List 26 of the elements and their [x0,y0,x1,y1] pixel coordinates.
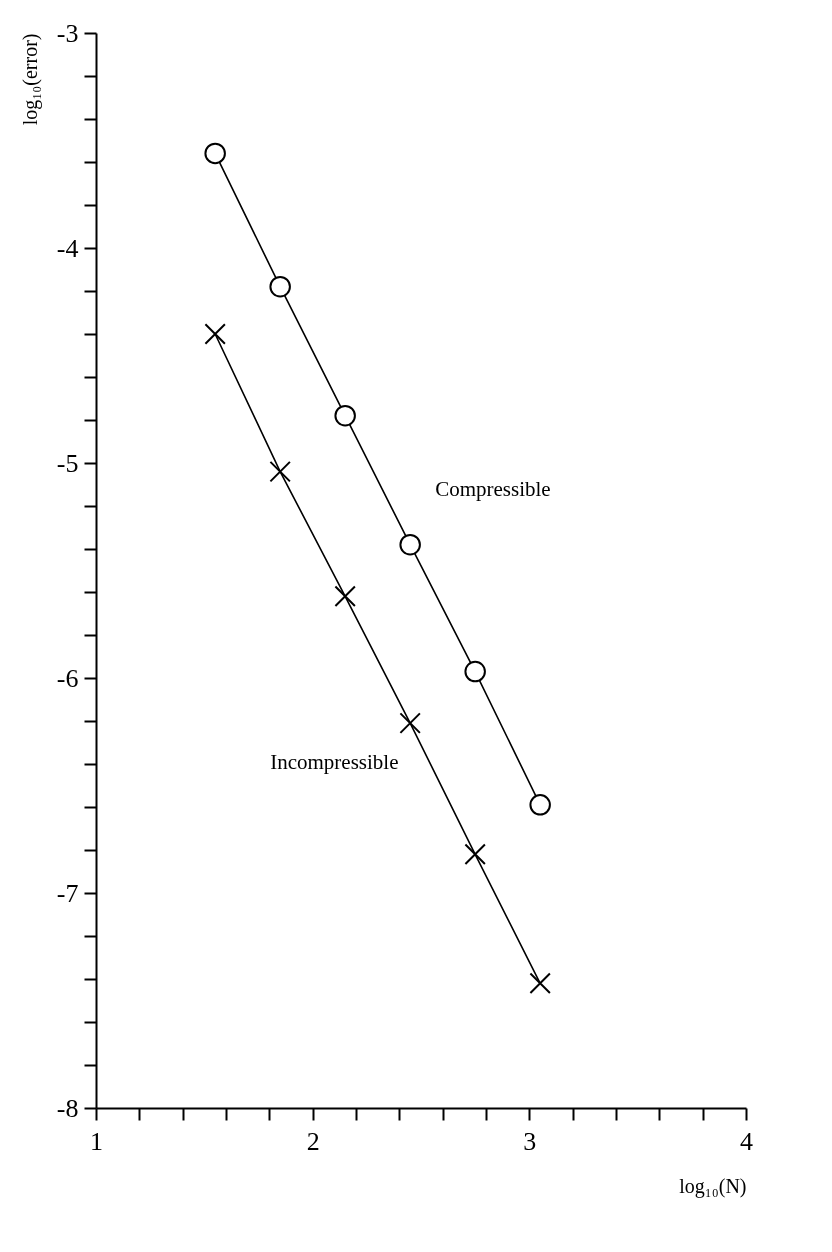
point [334,585,356,608]
y-tick-label: -6 [56,663,79,693]
point [204,323,226,345]
series-label: Incompressible [270,750,399,775]
x-tick-label: 4 [740,1126,753,1156]
point [399,533,421,556]
y-tick-label: -7 [56,878,79,908]
point [464,843,486,866]
x-tick-label: 2 [306,1126,320,1156]
point [334,404,356,427]
point [204,142,226,165]
point [269,460,291,483]
point [464,660,486,683]
point [399,712,421,734]
series-label: Compressible [435,476,551,501]
x-tick-label: 3 [523,1126,537,1156]
point [269,275,291,298]
y-tick-label: -4 [56,233,79,263]
y-tick-label: -8 [56,1093,79,1123]
y-tick-label: -3 [56,18,79,48]
point [529,972,551,995]
y-axis-title: log₁₀(error) [18,33,42,126]
y-tick-label: -5 [56,448,79,478]
x-axis-title: log₁₀(N) [679,1174,747,1198]
point [529,794,551,816]
x-tick-label: 1 [90,1126,103,1156]
